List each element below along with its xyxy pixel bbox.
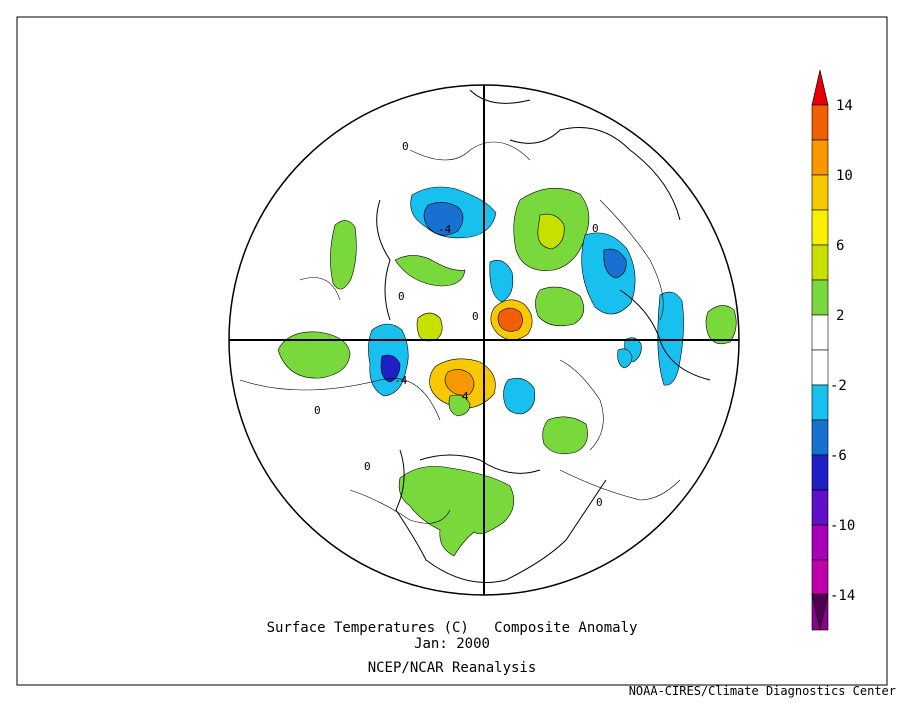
colorbar-segment — [811, 314, 829, 351]
contour-label: -4 — [438, 223, 452, 236]
colorbar: 14 10 6 2 -2 -6 -10 -14 — [811, 69, 855, 631]
contour-value-labels: 0 -4 0 0 -4 4 0 0 0 0 — [314, 140, 603, 509]
colorbar-segment — [811, 279, 829, 316]
map-title: Surface Temperatures (C) Composite Anoma… — [266, 620, 638, 636]
contour-label: -4 — [394, 374, 408, 387]
colorbar-segment — [811, 349, 829, 386]
anomaly-shading — [277, 186, 737, 557]
colorbar-bottom-triangle — [811, 593, 829, 631]
colorbar-segment — [811, 419, 829, 456]
contour-label: 0 — [314, 404, 321, 417]
contour-label: 0 — [472, 310, 479, 323]
credit-text: NOAA-CIRES/Climate Diagnostics Center — [628, 684, 896, 698]
colorbar-segment — [811, 244, 829, 281]
colorbar-top-triangle — [811, 69, 829, 106]
plot-frame — [16, 16, 888, 686]
contour-lines — [239, 141, 681, 524]
colorbar-segment — [811, 489, 829, 526]
polar-map-disk: 0 -4 0 0 -4 4 0 0 0 0 — [229, 85, 739, 595]
contour-label: 0 — [398, 290, 405, 303]
colorbar-segment — [811, 559, 829, 596]
colorbar-tick-label: -6 — [830, 448, 847, 464]
contour-label: 4 — [462, 390, 469, 403]
polar-map-outline — [228, 84, 740, 596]
colorbar-segment — [811, 384, 829, 421]
colorbar-tick-label: -14 — [830, 588, 855, 604]
contour-label: 0 — [592, 222, 599, 235]
colorbar-segment — [811, 454, 829, 491]
colorbar-tick-label: 2 — [836, 308, 844, 324]
colorbar-segments — [811, 104, 829, 631]
coastlines — [376, 89, 711, 583]
colorbar-segment — [811, 209, 829, 246]
colorbar-ticks: 14 10 6 2 -2 -6 -10 -14 — [830, 98, 855, 604]
contour-label: 0 — [402, 140, 409, 153]
map-subtitle-date: Jan: 2000 — [414, 636, 490, 652]
colorbar-tick-label: 14 — [836, 98, 853, 114]
colorbar-tick-label: -10 — [830, 518, 855, 534]
colorbar-tick-label: 6 — [836, 238, 844, 254]
colorbar-segment — [811, 104, 829, 141]
map-source: NCEP/NCAR Reanalysis — [367, 660, 537, 676]
colorbar-tick-label: -2 — [830, 378, 847, 394]
colorbar-tick-label: 10 — [836, 168, 853, 184]
colorbar-segment — [811, 524, 829, 561]
colorbar-segment — [811, 139, 829, 176]
contour-label: 0 — [364, 460, 371, 473]
colorbar-segment — [811, 174, 829, 211]
contour-label: 0 — [596, 496, 603, 509]
